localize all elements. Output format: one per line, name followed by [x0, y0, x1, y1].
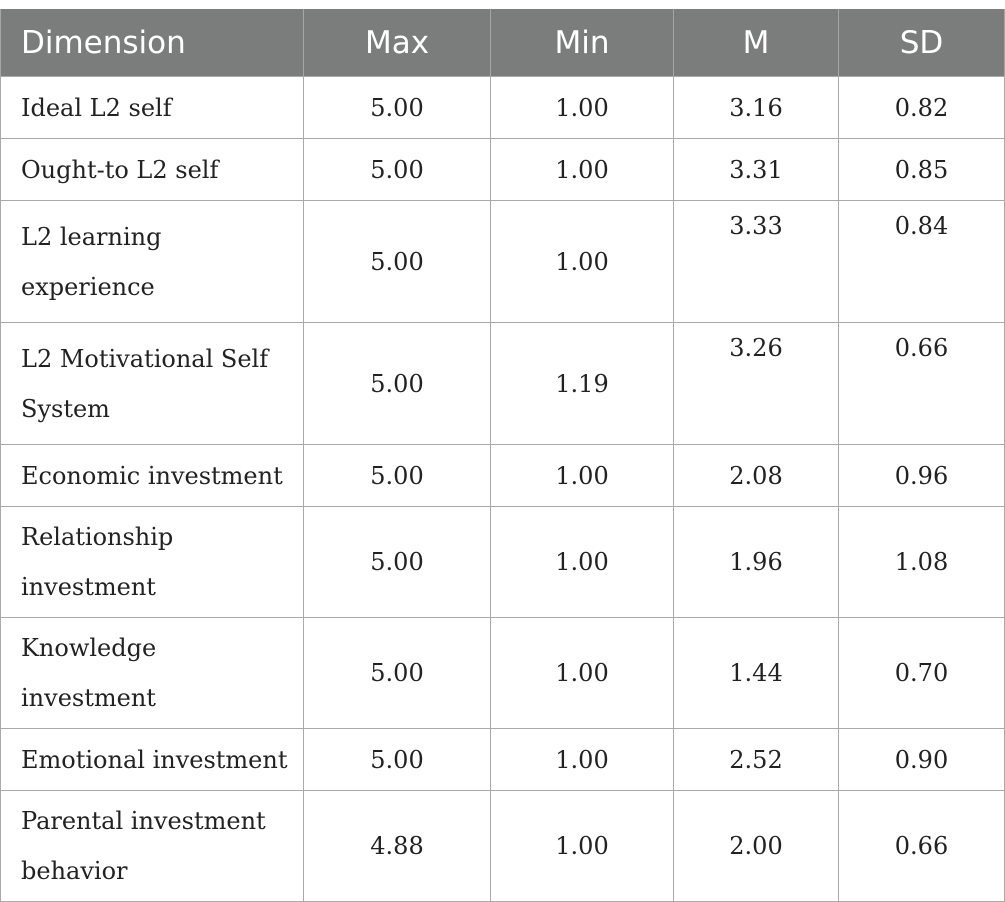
- cell-m: 3.33: [673, 200, 839, 323]
- cell-m: 1.96: [673, 506, 839, 618]
- cell-min: 1.00: [490, 506, 674, 618]
- cell-min: 1.19: [490, 322, 674, 445]
- cell-m: 3.31: [673, 138, 839, 201]
- cell-min: 1.00: [490, 76, 674, 139]
- cell-sd: 0.90: [838, 728, 1005, 791]
- table-row: Ought-to L2 self 5.00 1.00 3.31 0.85: [0, 138, 1005, 201]
- cell-m: 3.26: [673, 322, 839, 445]
- cell-dimension: Emotional investment: [0, 728, 304, 791]
- header-dimension: Dimension: [0, 9, 304, 77]
- cell-min: 1.00: [490, 617, 674, 729]
- table-row: L2 learning experience 5.00 1.00 3.33 0.…: [0, 200, 1005, 323]
- header-max: Max: [303, 9, 491, 77]
- cell-m: 2.00: [673, 790, 839, 902]
- table-row: Economic investment 5.00 1.00 2.08 0.96: [0, 444, 1005, 507]
- cell-min: 1.00: [490, 200, 674, 323]
- cell-max: 5.00: [303, 200, 491, 323]
- header-sd: SD: [838, 9, 1005, 77]
- cell-m: 2.08: [673, 444, 839, 507]
- statistics-table: Dimension Max Min M SD Ideal L2 self 5.0…: [0, 9, 1005, 902]
- cell-max: 5.00: [303, 728, 491, 791]
- cell-dimension: Parental investment behavior: [0, 790, 304, 902]
- cell-m: 3.16: [673, 76, 839, 139]
- table-row: Parental investment behavior 4.88 1.00 2…: [0, 790, 1005, 902]
- cell-m: 1.44: [673, 617, 839, 729]
- cell-max: 5.00: [303, 76, 491, 139]
- cell-dimension: L2 learning experience: [0, 200, 304, 323]
- cell-max: 5.00: [303, 506, 491, 618]
- cell-max: 5.00: [303, 617, 491, 729]
- cell-dimension: Ideal L2 self: [0, 76, 304, 139]
- cell-max: 4.88: [303, 790, 491, 902]
- cell-dimension: Ought-to L2 self: [0, 138, 304, 201]
- cell-max: 5.00: [303, 322, 491, 445]
- header-row: Dimension Max Min M SD: [0, 9, 1005, 77]
- cell-dimension: Knowledge investment: [0, 617, 304, 729]
- cell-min: 1.00: [490, 444, 674, 507]
- header-min: Min: [490, 9, 674, 77]
- table-row: Knowledge investment 5.00 1.00 1.44 0.70: [0, 617, 1005, 729]
- cell-min: 1.00: [490, 790, 674, 902]
- cell-sd: 0.96: [838, 444, 1005, 507]
- cell-min: 1.00: [490, 138, 674, 201]
- cell-sd: 1.08: [838, 506, 1005, 618]
- cell-min: 1.00: [490, 728, 674, 791]
- table-row: L2 Motivational Self System 5.00 1.19 3.…: [0, 322, 1005, 445]
- cell-max: 5.00: [303, 444, 491, 507]
- cell-m: 2.52: [673, 728, 839, 791]
- cell-dimension: L2 Motivational Self System: [0, 322, 304, 445]
- cell-dimension: Relationship investment: [0, 506, 304, 618]
- cell-sd: 0.66: [838, 790, 1005, 902]
- cell-sd: 0.84: [838, 200, 1005, 323]
- cell-sd: 0.70: [838, 617, 1005, 729]
- table-row: Relationship investment 5.00 1.00 1.96 1…: [0, 506, 1005, 618]
- table-row: Emotional investment 5.00 1.00 2.52 0.90: [0, 728, 1005, 791]
- header-m: M: [673, 9, 839, 77]
- cell-sd: 0.85: [838, 138, 1005, 201]
- table-row: Ideal L2 self 5.00 1.00 3.16 0.82: [0, 76, 1005, 139]
- cell-max: 5.00: [303, 138, 491, 201]
- cell-sd: 0.66: [838, 322, 1005, 445]
- cell-sd: 0.82: [838, 76, 1005, 139]
- cell-dimension: Economic investment: [0, 444, 304, 507]
